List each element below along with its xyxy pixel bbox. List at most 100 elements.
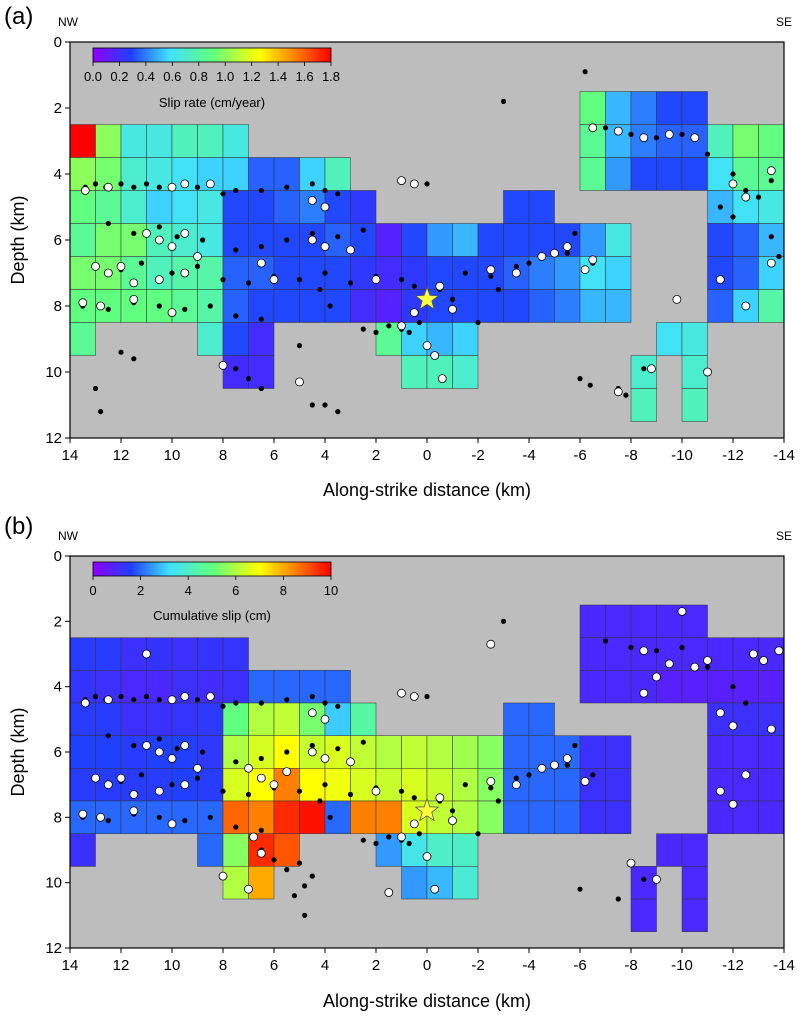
event-black xyxy=(416,319,422,326)
event-black xyxy=(194,184,201,190)
x-tick-label: 6 xyxy=(270,957,278,974)
event-black xyxy=(207,814,213,820)
slip-patch xyxy=(95,124,122,158)
event-black xyxy=(200,749,206,755)
event-white xyxy=(639,646,649,656)
event-white xyxy=(256,258,266,268)
slip-patch xyxy=(171,637,198,671)
colorbar-gradient xyxy=(92,561,332,577)
event-black xyxy=(582,69,588,75)
slip-patch xyxy=(554,289,581,323)
event-white xyxy=(437,374,447,384)
aftershock-events-black xyxy=(80,69,782,415)
event-white xyxy=(486,265,496,275)
event-black xyxy=(335,703,341,709)
slip-patch xyxy=(69,637,96,671)
slip-patch xyxy=(681,898,708,932)
event-black xyxy=(258,755,264,762)
event-white xyxy=(652,875,661,884)
slip-patch xyxy=(681,866,708,900)
event-black xyxy=(131,230,137,236)
slip-patch xyxy=(222,289,249,323)
slip-patch xyxy=(605,256,632,290)
event-white xyxy=(142,649,151,659)
event-black xyxy=(653,135,660,141)
event-white xyxy=(282,767,292,776)
event-white xyxy=(80,698,90,708)
event-white xyxy=(346,245,355,255)
slip-patch xyxy=(69,768,96,802)
event-black xyxy=(156,184,162,190)
x-tick-label: 14 xyxy=(62,447,79,464)
event-white xyxy=(749,649,758,659)
slip-patch xyxy=(732,256,759,290)
slip-patch xyxy=(681,388,708,422)
event-black xyxy=(245,376,252,382)
event-white xyxy=(193,252,202,261)
slip-patch xyxy=(171,124,198,158)
event-white xyxy=(397,176,406,186)
slip-patch xyxy=(299,289,326,323)
slip-patch xyxy=(758,190,785,224)
x-tick-label: -12 xyxy=(722,447,744,464)
x-axis: 14 12 10 8 6 4 2 0 -2 -4 -6 -8 -10 -12 -14 xyxy=(62,948,795,974)
slip-patch xyxy=(401,355,428,389)
event-white xyxy=(371,786,381,796)
slip-patch xyxy=(477,735,504,769)
event-white xyxy=(154,235,164,245)
slip-patches xyxy=(69,604,785,932)
event-black xyxy=(174,234,180,240)
slip-patch xyxy=(503,702,530,736)
event-black xyxy=(641,876,647,883)
event-black xyxy=(258,244,264,250)
event-black xyxy=(587,382,593,388)
event-black xyxy=(258,700,264,706)
event-white xyxy=(766,724,776,734)
event-white xyxy=(103,182,113,192)
event-white xyxy=(409,308,419,318)
slip-patch xyxy=(120,223,147,257)
slip-patch xyxy=(95,702,122,736)
slip-patch xyxy=(222,637,249,671)
event-white xyxy=(715,708,725,718)
slip-patch xyxy=(299,256,326,290)
colorbar: 0 2 4 6 8 10 Cumulative slip (cm) xyxy=(89,561,338,623)
event-black xyxy=(92,385,99,392)
event-black xyxy=(628,644,634,651)
panel-label: (a) xyxy=(4,3,33,30)
event-black xyxy=(488,785,494,791)
colorbar-tick-label: 0.0 xyxy=(84,69,102,84)
slip-patch xyxy=(707,702,734,736)
slip-patch xyxy=(375,289,402,323)
slip-patch xyxy=(375,800,402,834)
direction-se-label: SE xyxy=(776,15,792,29)
event-white xyxy=(180,741,190,750)
slip-patch xyxy=(248,735,275,769)
event-black xyxy=(347,791,354,798)
slip-patch xyxy=(758,289,785,323)
event-black xyxy=(449,296,456,302)
event-black xyxy=(590,772,596,778)
y-tick-label: 4 xyxy=(54,679,62,696)
event-white xyxy=(448,816,457,825)
event-white xyxy=(728,799,738,809)
event-black xyxy=(416,831,422,837)
colorbar-tick-label: 8 xyxy=(280,583,287,598)
event-black xyxy=(513,775,519,781)
event-black xyxy=(628,131,634,137)
event-white xyxy=(129,806,139,816)
event-white xyxy=(129,294,139,304)
event-black xyxy=(131,742,137,749)
y-tick-label: 0 xyxy=(54,34,62,51)
slip-patch xyxy=(120,124,147,158)
event-white xyxy=(511,780,521,790)
slip-patch xyxy=(197,702,224,736)
event-black xyxy=(411,283,417,289)
slip-patch xyxy=(401,735,428,769)
event-white xyxy=(409,179,419,189)
event-black xyxy=(577,886,583,892)
event-white xyxy=(672,294,682,304)
x-tick-label: -8 xyxy=(624,957,637,974)
slip-patch xyxy=(452,866,479,900)
event-black xyxy=(296,343,303,349)
